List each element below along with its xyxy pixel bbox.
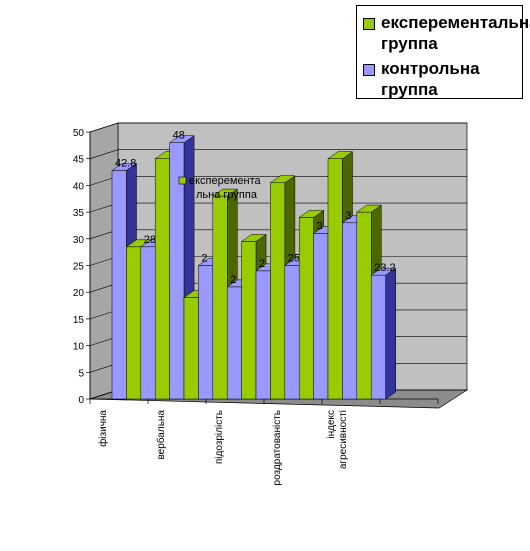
bar-front — [284, 265, 300, 400]
y-tick-label: 10 — [73, 342, 85, 353]
bar-front — [298, 217, 314, 400]
bar-front — [327, 158, 343, 400]
bar-front — [154, 158, 170, 400]
bar-value-label: 3 — [317, 220, 323, 232]
y-tick-label: 20 — [73, 288, 85, 299]
bar-front — [270, 182, 286, 400]
y-tick-label: 0 — [78, 395, 84, 406]
bar-front — [255, 270, 271, 400]
y-tick-label: 35 — [73, 208, 85, 219]
bar-top — [327, 151, 354, 159]
y-tick-label: 50 — [73, 128, 85, 139]
x-category-label: підозрілість — [214, 410, 225, 464]
legend-swatch-control — [363, 64, 375, 76]
bar-front — [198, 265, 214, 400]
bar-top — [240, 234, 267, 242]
bar-value-label: 48 — [173, 130, 185, 142]
bar-front — [370, 274, 386, 400]
bar-front — [212, 195, 228, 400]
bar-value-label: 2 — [230, 274, 236, 286]
bar-value-label: 23.2 — [374, 262, 395, 274]
bar-front — [356, 211, 372, 400]
gridline — [89, 149, 467, 159]
bar-top — [370, 267, 397, 276]
legend-swatch-experimental — [363, 18, 375, 30]
inplot-legend-label: льна группа — [196, 189, 258, 201]
bar-top — [212, 188, 239, 197]
y-tick-label: 30 — [73, 235, 85, 246]
x-category-label: вербальна — [155, 410, 167, 460]
x-category-label: індексагресивності — [326, 410, 349, 469]
bar-front — [111, 170, 127, 400]
legend-item-experimental: експерементальна группа — [363, 12, 530, 54]
legend-label-experimental: експерементальна группа — [381, 13, 530, 53]
x-category-label: роздратованість — [272, 410, 283, 485]
bar-value-label: 2 — [201, 253, 207, 265]
bar-front — [226, 286, 242, 400]
bar-front — [183, 297, 199, 400]
inplot-legend-swatch — [178, 176, 187, 185]
y-tick-label: 25 — [73, 262, 85, 273]
y-tick-label: 15 — [73, 315, 85, 326]
bar-front — [241, 241, 257, 400]
chart-legend: експерементальна группа контрольна групп… — [356, 5, 530, 100]
bar-value-label: 3 — [345, 210, 351, 222]
bar-side — [385, 267, 396, 400]
bar-front — [140, 246, 156, 400]
y-tick-label: 5 — [78, 368, 84, 379]
x-category-label: фізична — [97, 410, 109, 447]
bar-front — [126, 246, 142, 400]
bar-value-label: 25 — [288, 253, 300, 265]
bar-value-label: 42.8 — [115, 157, 136, 169]
y-tick-label: 40 — [73, 181, 85, 192]
legend-label-control: контрольна группа — [381, 59, 480, 99]
bar-front — [342, 222, 358, 400]
legend-item-control: контрольна группа — [363, 58, 519, 100]
inplot-legend-label: експеремента — [189, 175, 262, 187]
bar-top — [269, 175, 296, 183]
bar-front — [313, 233, 329, 400]
bar-top — [298, 210, 325, 218]
bar-value-label: 28 — [144, 234, 156, 246]
y-tick-label: 45 — [73, 155, 85, 166]
gridline — [89, 122, 467, 133]
bar-value-label: 2 — [259, 258, 265, 270]
bar-top — [168, 135, 195, 143]
bar-top — [356, 204, 383, 213]
bar-top — [111, 163, 138, 171]
